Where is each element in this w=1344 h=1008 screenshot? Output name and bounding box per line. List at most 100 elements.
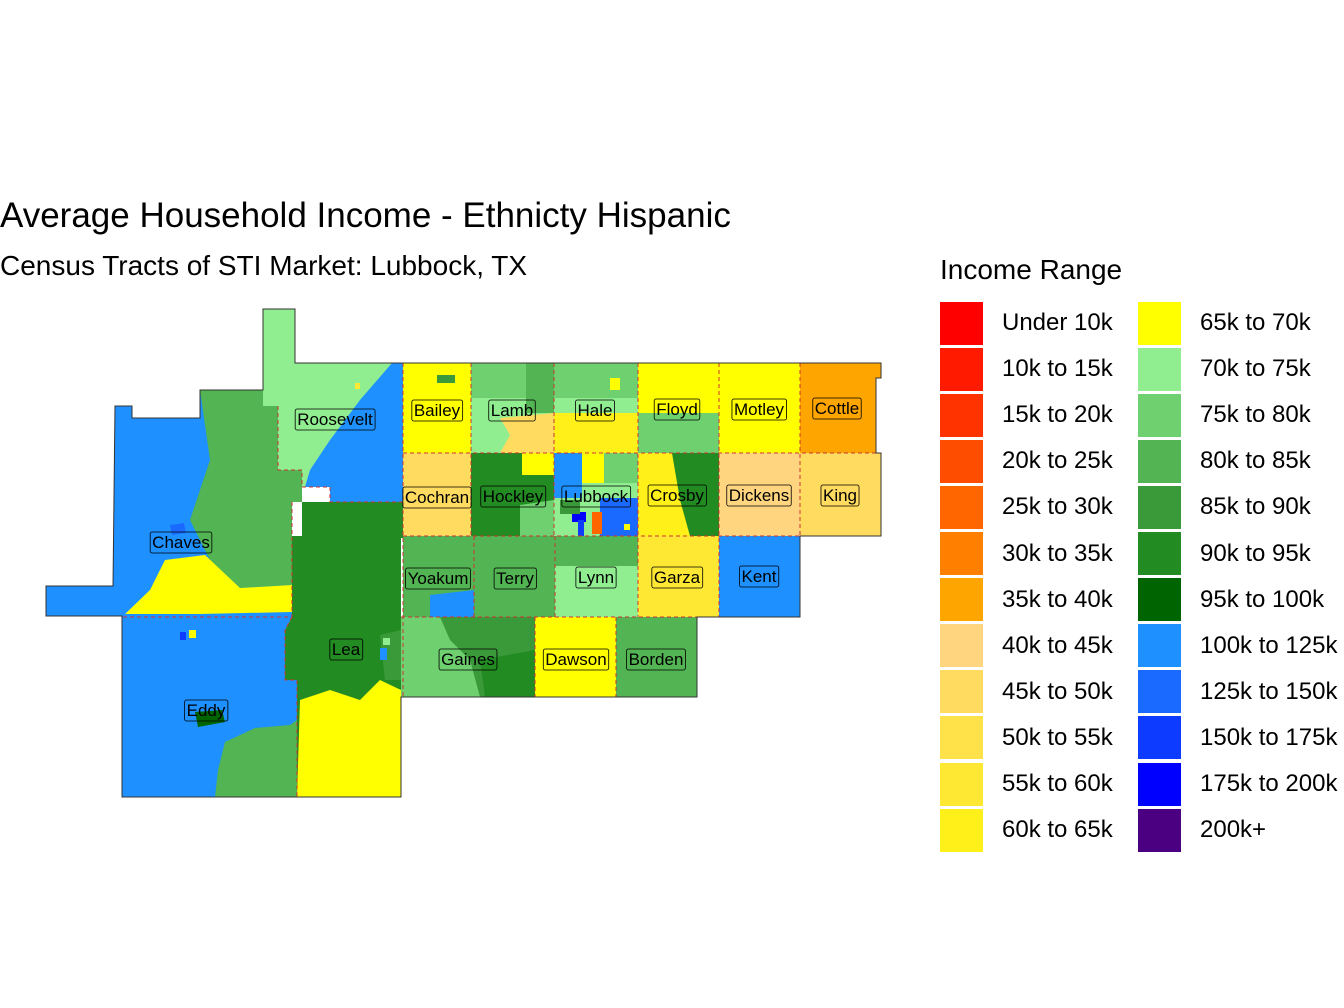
county-label-lynn: Lynn	[575, 566, 617, 589]
county-dickens	[719, 453, 800, 536]
county-king	[800, 453, 881, 536]
county-kent	[719, 536, 800, 617]
county-boundaries	[122, 363, 881, 797]
legend-label: 10k to 15k	[1002, 355, 1113, 383]
legend-item: 175k to 200k	[1138, 761, 1337, 807]
legend-label: 90k to 95k	[1200, 539, 1311, 567]
legend-label: 25k to 30k	[1002, 493, 1113, 521]
legend-swatch	[1138, 716, 1181, 760]
legend-item: 40k to 45k	[940, 623, 1113, 669]
legend-item: 200k+	[1138, 807, 1266, 853]
county-hale	[554, 363, 638, 453]
county-label-text: Terry	[496, 569, 534, 588]
map-title: Average Household Income - Ethnicty Hisp…	[0, 196, 731, 235]
legend: Under 10k 10k to 15k 15k to 20k 20k to 25k 2…	[940, 300, 1344, 860]
county-chaves	[46, 390, 302, 617]
legend-label: 45k to 50k	[1002, 677, 1113, 705]
county-label-lubbock: Lubbock	[561, 485, 632, 508]
county-label-text: Lubbock	[564, 487, 629, 506]
county-label-text: Borden	[629, 650, 684, 669]
legend-item: 25k to 30k	[940, 484, 1113, 530]
county-label-text: Kent	[742, 567, 777, 586]
county-label-eddy: Eddy	[184, 699, 229, 722]
county-label-text: Crosby	[650, 486, 704, 505]
legend-swatch	[1138, 301, 1181, 345]
county-floyd	[638, 363, 719, 453]
legend-item: 30k to 35k	[940, 531, 1113, 577]
legend-item: 90k to 95k	[1138, 531, 1311, 577]
county-label-text: Lea	[332, 640, 361, 659]
legend-swatch	[1138, 439, 1181, 483]
legend-item: 100k to 125k	[1138, 623, 1337, 669]
county-label-gaines: Gaines	[438, 648, 498, 671]
legend-label: 55k to 60k	[1002, 770, 1113, 797]
county-label-lamb: Lamb	[488, 399, 536, 422]
county-roosevelt	[263, 309, 403, 502]
county-label-text: Gaines	[441, 650, 495, 669]
legend-swatch	[940, 578, 983, 622]
county-label-text: King	[823, 486, 857, 505]
county-dawson	[535, 617, 616, 697]
county-borden	[616, 617, 697, 697]
county-label-text: Dawson	[545, 650, 606, 669]
legend-swatch	[940, 716, 983, 760]
legend-item: 70k to 75k	[1138, 346, 1311, 392]
legend-swatch	[1138, 485, 1181, 529]
legend-label: 50k to 55k	[1002, 723, 1113, 751]
legend-swatch	[940, 301, 983, 345]
legend-label: 65k to 70k	[1200, 309, 1311, 336]
legend-item: 10k to 15k	[940, 346, 1113, 392]
county-label-floyd: Floyd	[653, 398, 701, 421]
legend-item: 60k to 65k	[940, 807, 1113, 853]
legend-label: 35k to 40k	[1002, 585, 1113, 613]
county-label-text: Floyd	[656, 400, 698, 419]
county-label-roosevelt: Roosevelt	[294, 408, 376, 431]
legend-title: Income Range	[940, 254, 1123, 285]
county-cottle	[800, 363, 881, 453]
county-terry	[474, 536, 555, 617]
county-label-text: Lamb	[491, 401, 534, 420]
legend-label: 70k to 75k	[1200, 355, 1311, 383]
legend-item: 80k to 85k	[1138, 438, 1311, 484]
legend-swatch	[940, 762, 983, 806]
legend-label: Under 10k	[1002, 309, 1113, 336]
legend-label: 95k to 100k	[1200, 585, 1325, 613]
county-eddy	[122, 617, 297, 797]
county-label-cottle: Cottle	[812, 397, 862, 420]
legend-swatch	[940, 532, 983, 575]
legend-item: 75k to 80k	[1138, 392, 1311, 438]
legend-swatch	[1138, 393, 1181, 437]
legend-label: 30k to 35k	[1002, 539, 1113, 567]
legend-swatch	[1138, 347, 1181, 391]
county-lynn	[555, 536, 638, 617]
legend-swatch	[1138, 532, 1181, 575]
market-outline	[45, 308, 882, 798]
legend-item: 85k to 90k	[1138, 484, 1311, 530]
county-label-dawson: Dawson	[542, 648, 610, 671]
county-label-borden: Borden	[626, 648, 686, 671]
county-label-text: Garza	[654, 568, 701, 587]
county-cochran	[403, 453, 471, 536]
county-label-bailey: Bailey	[411, 399, 464, 422]
legend-item: 35k to 40k	[940, 577, 1113, 623]
county-bailey	[403, 363, 471, 453]
legend-label: 200k+	[1200, 816, 1267, 844]
county-label-text: Hale	[578, 401, 613, 420]
county-label-king: King	[820, 484, 860, 507]
county-label-garza: Garza	[651, 566, 704, 589]
county-yoakum	[403, 536, 474, 617]
county-label-text: Hockley	[483, 487, 544, 506]
legend-swatch	[940, 485, 983, 529]
legend-swatch	[940, 347, 983, 391]
legend-label: 75k to 80k	[1200, 401, 1311, 429]
legend-item: 50k to 55k	[940, 715, 1113, 761]
legend-swatch	[940, 439, 983, 483]
legend-item: Under 10k	[940, 300, 1113, 346]
legend-swatch	[1138, 578, 1181, 622]
county-label-text: Motley	[734, 400, 785, 419]
county-hockley	[471, 453, 554, 536]
county-label-text: Roosevelt	[297, 410, 373, 429]
legend-label: 100k to 125k	[1200, 631, 1338, 659]
county-label-crosby: Crosby	[647, 484, 707, 507]
